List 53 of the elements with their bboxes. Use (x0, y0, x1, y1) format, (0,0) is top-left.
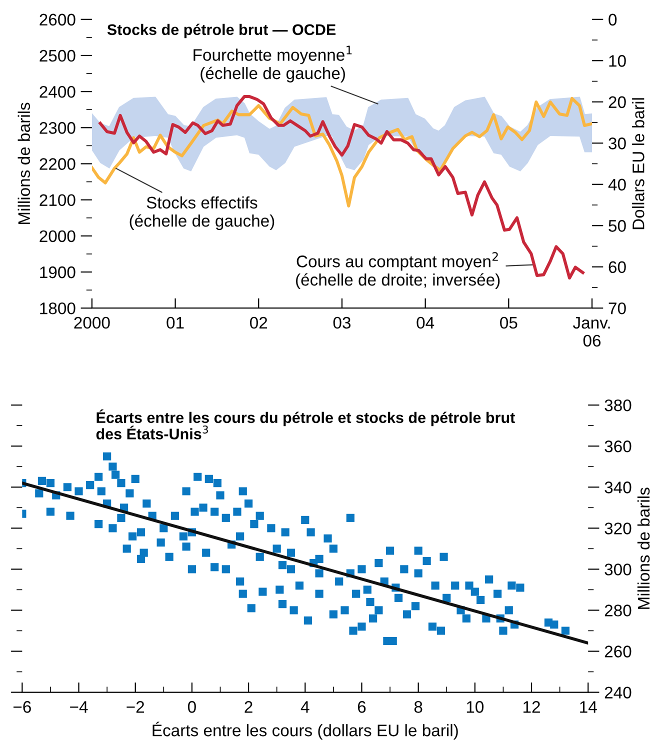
y2-tick-label: 50 (608, 220, 626, 232)
y-tick-label: 2500 (40, 50, 76, 62)
text: Écarts entre les cours du pétrole et stocks de pétrole brut des États-Unis$^{3}$ (96, 409, 515, 440)
x-tick-label: 6 (358, 701, 366, 713)
y-tick-label: 1900 (40, 266, 76, 278)
y2-tick-label: 0 (608, 14, 617, 26)
y-tick-label: 2300 (40, 122, 76, 134)
y2-tick-label: 10 (609, 55, 626, 67)
x-tick-label: −2 (126, 701, 144, 713)
x-tick-label: 01 (166, 316, 184, 329)
x-tick-label: −4 (70, 701, 88, 713)
x-tick-label: 04 (416, 316, 434, 329)
y-tick-label: 340 (604, 482, 632, 494)
x-axis-title: Écarts entre les cours (dollars EU le baril) (152, 722, 458, 740)
x-tick-label: 0 (188, 701, 196, 713)
y-tick-label: 2000 (40, 230, 76, 242)
y2-tick-label: 40 (608, 178, 626, 191)
y-tick-label: 1800 (40, 302, 76, 314)
y-tick-label: 260 (604, 646, 632, 658)
x-tick-label: 2000 (74, 316, 110, 329)
annotation: Stocks effectifs (échelle de gauche) (130, 196, 274, 230)
chart-title: Stocks de pétrole brut — OCDE (107, 24, 336, 38)
x-tick-label: 10 (466, 701, 484, 713)
x-tick-label: 02 (250, 316, 268, 329)
x-tick-label: 14 (580, 701, 597, 713)
x-tick-label: 4 (300, 701, 310, 713)
y-tick-label: 2400 (40, 86, 76, 98)
y2-tick-label: 70 (608, 302, 626, 314)
y2-tick-label: 60 (608, 261, 626, 274)
y2-tick-label: 30 (608, 138, 626, 150)
y2-axis-title: Dollars EU le baril (632, 98, 644, 230)
y-tick-label: 2200 (40, 158, 76, 170)
y-tick-label: 300 (604, 564, 632, 576)
annotation: Fourchette moyenne$^{1}$ (échelle de gauche) (194, 46, 352, 82)
y-tick-label: 380 (604, 399, 632, 412)
y-axis-title: Millions de barils (18, 102, 30, 224)
x-tick-label: Janv. 06 (572, 317, 610, 347)
x-tick-label: 2 (244, 701, 252, 713)
x-tick-label: 05 (500, 316, 518, 329)
x-tick-label: 8 (414, 701, 422, 713)
y2-tick-label: 20 (608, 96, 626, 108)
x-tick-label: 12 (524, 701, 540, 713)
x-tick-label: −6 (13, 701, 31, 713)
y-tick-label: 2600 (40, 14, 76, 26)
line-series (92, 96, 592, 208)
y-axis-title: Millions de barils (637, 488, 650, 609)
y-tick-label: 360 (604, 440, 632, 452)
annotation: Cours au comptant moyen$^{2}$ (échelle de droite; inversée) (296, 252, 500, 289)
x-tick-label: 03 (333, 316, 351, 329)
y-tick-label: 240 (604, 686, 632, 698)
y-tick-label: 320 (604, 522, 632, 534)
y-tick-label: 280 (604, 604, 632, 616)
y-tick-label: 2100 (40, 194, 76, 206)
